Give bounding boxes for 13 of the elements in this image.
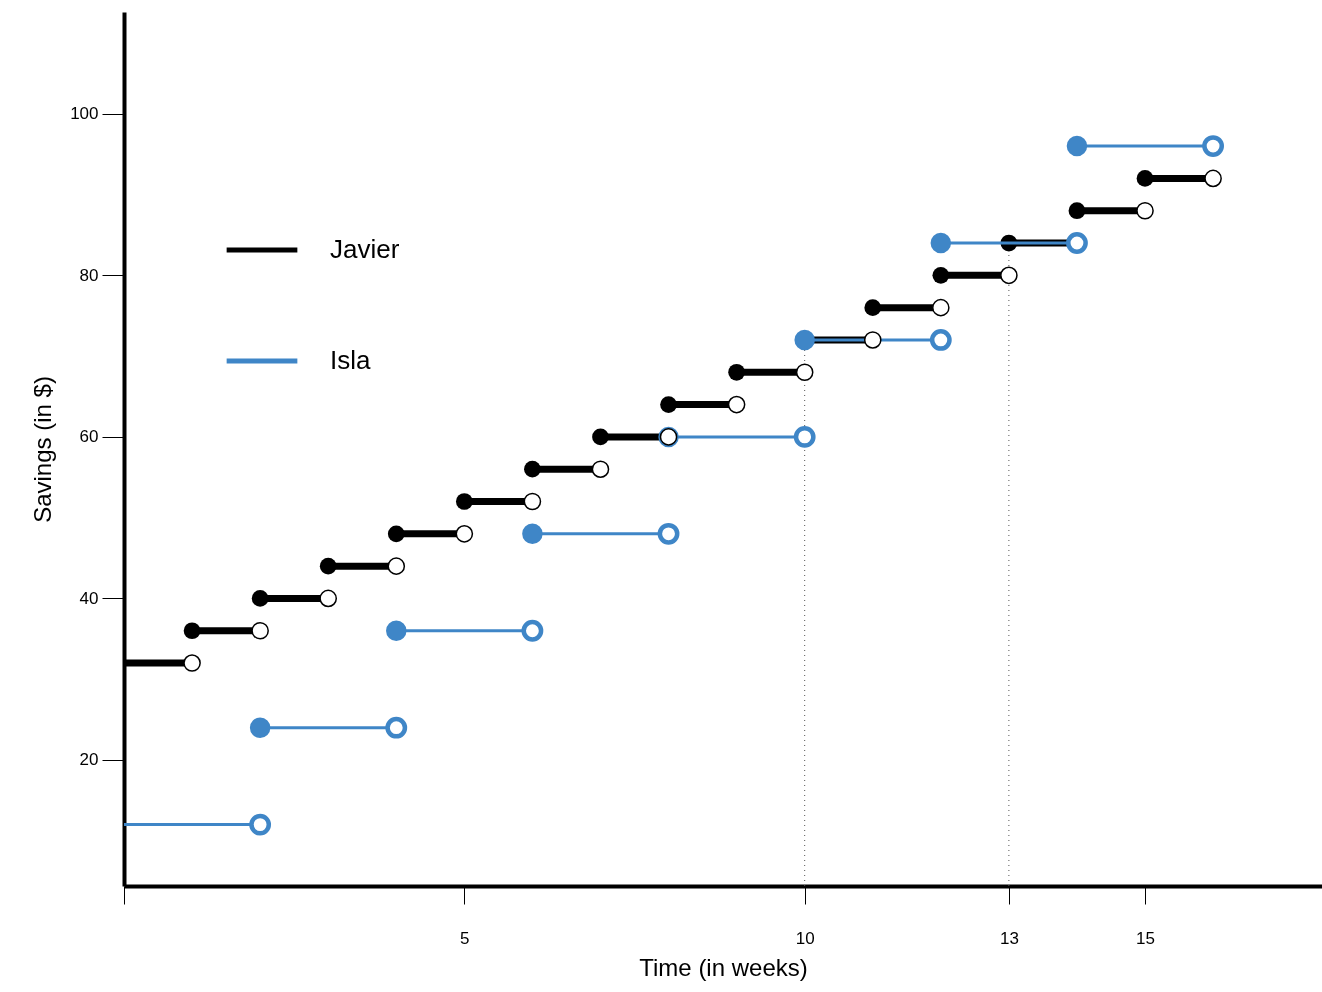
x-tick-label: 13 [999, 928, 1019, 948]
legend-label: Isla [330, 345, 371, 375]
y-tick-label: 40 [79, 588, 99, 608]
y-tick-label: 80 [79, 265, 99, 285]
x-tick-label: 15 [1136, 928, 1155, 948]
legend-label: Javier [330, 234, 400, 264]
y-tick-label: 20 [79, 750, 99, 770]
x-axis-title: Time (in weeks) [639, 953, 808, 981]
y-tick-label: 100 [70, 104, 99, 124]
x-tick-label: 5 [460, 928, 470, 948]
y-tick-label: 60 [79, 427, 99, 447]
y-axis-title: Savings (in $) [29, 376, 57, 523]
x-tick-label: 10 [795, 928, 815, 948]
